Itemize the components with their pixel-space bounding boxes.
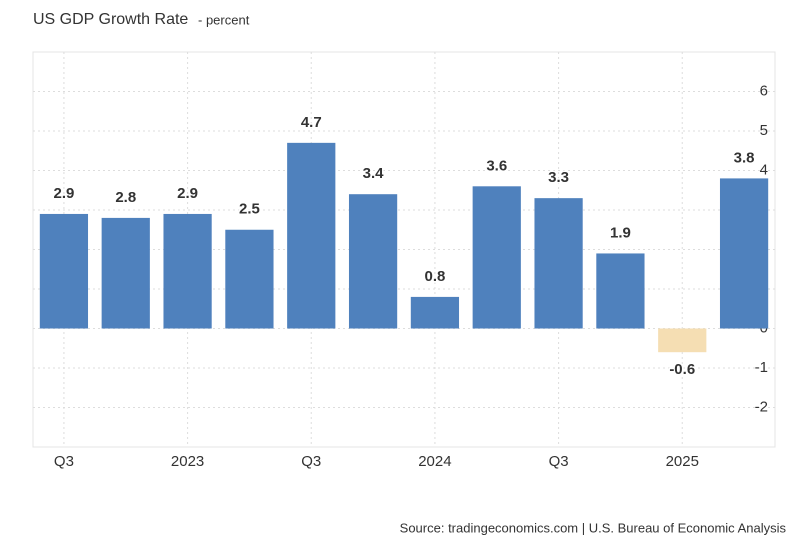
bar [39, 213, 89, 329]
value-label: 3.4 [363, 165, 385, 182]
chart-title: US GDP Growth Rate [33, 11, 188, 28]
value-label: 2.5 [239, 201, 260, 218]
bar [534, 198, 583, 329]
bar [410, 296, 460, 329]
x-tick-label: Q3 [54, 453, 74, 470]
y-tick-label: 4 [760, 161, 768, 178]
bar [225, 229, 274, 329]
bar [719, 178, 769, 329]
bar [348, 194, 398, 329]
value-label: 3.3 [548, 169, 569, 186]
value-label: 2.9 [177, 185, 198, 202]
y-tick-label: -2 [755, 398, 768, 415]
value-label: 2.8 [115, 189, 136, 206]
x-tick-label: 2023 [171, 453, 204, 470]
x-tick-label: Q3 [549, 453, 569, 470]
bar [163, 213, 212, 329]
value-label: 3.8 [734, 149, 755, 166]
value-label: -0.6 [669, 361, 695, 378]
y-tick-label: 5 [760, 122, 768, 139]
source: Source: tradingeconomics.com | U.S. Bure… [400, 520, 787, 535]
x-tick-label: 2024 [418, 453, 451, 470]
value-label: 3.6 [486, 157, 507, 174]
y-tick-label: -1 [755, 359, 768, 376]
chart-subtitle: - percent [198, 12, 250, 27]
bar [101, 217, 150, 329]
value-label: 1.9 [610, 224, 631, 241]
bar [658, 328, 707, 353]
value-label: 0.8 [424, 268, 445, 285]
value-label: 4.7 [301, 114, 322, 131]
bar [472, 186, 521, 329]
bar [287, 142, 336, 329]
x-tick-label: Q3 [301, 453, 321, 470]
x-tick-label: 2025 [666, 453, 699, 470]
y-tick-label: 6 [760, 82, 768, 99]
bar [596, 253, 645, 329]
value-label: 2.9 [53, 185, 74, 202]
